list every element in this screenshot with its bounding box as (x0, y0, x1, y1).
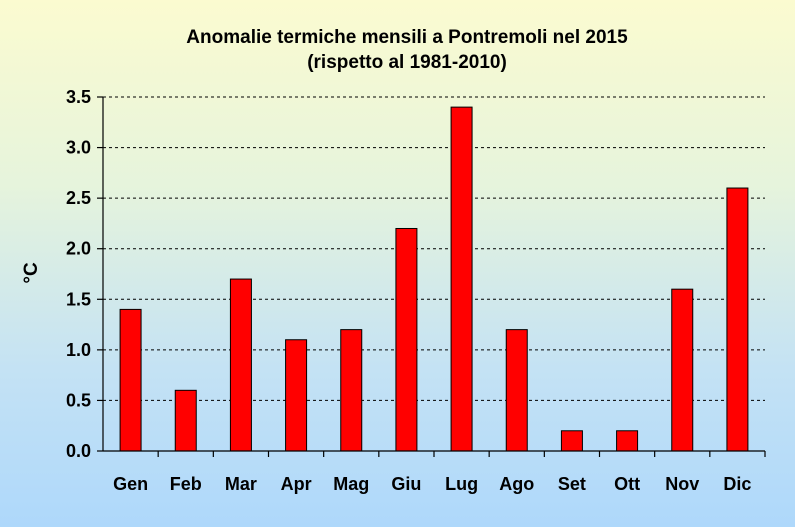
axes (97, 96, 766, 457)
x-tick-labels: Gen Feb Mar Apr Mag Giu Lug Ago Set Ott Nov Dic (113, 474, 751, 494)
bar-feb (174, 389, 197, 452)
x-tick-label: Ott (614, 474, 640, 494)
x-tick-label: Lug (445, 474, 478, 494)
y-tick-labels: 0.0 0.5 1.0 1.5 2.0 2.5 3.0 3.5 (66, 87, 91, 461)
bar-gen (119, 308, 142, 452)
bar-ago (505, 329, 528, 452)
bar-mag (340, 329, 363, 452)
y-tick-label: 0.0 (66, 441, 91, 461)
x-tick-label: Apr (281, 474, 312, 494)
x-tick-label: Mag (333, 474, 369, 494)
y-tick-label: 3.0 (66, 138, 91, 158)
bar-set (560, 430, 583, 452)
chart-title: Anomalie termiche mensili a Pontremoli n… (186, 27, 628, 48)
y-tick-label: 2.0 (66, 239, 91, 259)
x-tick-label: Gen (113, 474, 148, 494)
x-tick-label: Giu (391, 474, 421, 494)
x-tick-label: Set (558, 474, 586, 494)
y-tick-label: 3.5 (66, 87, 91, 107)
bar-apr (285, 339, 308, 452)
y-axis-label: °C (21, 262, 42, 284)
bar-lug (450, 106, 473, 452)
bar-giu (395, 227, 418, 452)
y-tick-label: 1.0 (66, 340, 91, 360)
bar-mar (229, 278, 252, 452)
x-tick-label: Ago (499, 474, 534, 494)
bar-dic (726, 187, 749, 452)
bar-ott (616, 430, 639, 452)
chart-subtitle: (rispetto al 1981-2010) (307, 52, 507, 73)
y-tick-label: 1.5 (66, 289, 91, 309)
bars (119, 106, 749, 452)
y-tick-label: 2.5 (66, 188, 91, 208)
x-tick-label: Nov (665, 474, 699, 494)
gridlines (103, 96, 765, 401)
x-tick-label: Dic (723, 474, 751, 494)
x-tick-label: Mar (225, 474, 257, 494)
y-tick-label: 0.5 (66, 390, 91, 410)
bar-nov (671, 288, 694, 452)
x-tick-label: Feb (170, 474, 202, 494)
